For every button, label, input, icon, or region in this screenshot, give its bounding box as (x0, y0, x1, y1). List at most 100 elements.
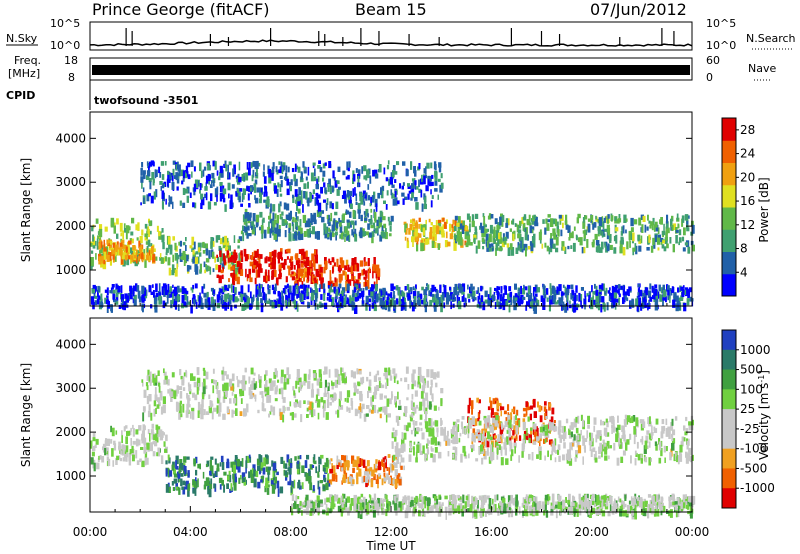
power-cell (283, 289, 287, 295)
power-cell (158, 291, 161, 297)
power-cell (609, 287, 611, 291)
velocity-cell (494, 397, 498, 402)
power-cell (438, 162, 442, 168)
power-cell (483, 216, 486, 225)
power-cell (144, 259, 147, 268)
velocity-cell (146, 457, 149, 465)
power-colorbar-label: Power [dB] (757, 177, 771, 242)
power-cell (570, 284, 574, 290)
power-cell (271, 301, 275, 309)
cpid-value: twofsound -3501 (94, 94, 198, 107)
power-cell (343, 193, 347, 197)
velocity-cell (296, 377, 300, 382)
velocity-cell (297, 460, 300, 469)
velocity-cell (532, 426, 535, 435)
power-cell (294, 189, 298, 197)
power-cell (329, 276, 332, 282)
power-cell (230, 266, 233, 271)
power-cell (240, 294, 244, 303)
velocity-cell (194, 488, 197, 496)
velocity-cell (577, 434, 580, 441)
power-cell (316, 195, 319, 205)
velocity-cell (573, 434, 576, 441)
velocity-cell (156, 404, 160, 409)
velocity-cell (508, 435, 512, 444)
velocity-cell (230, 385, 234, 391)
velocity-cell (648, 441, 651, 448)
velocity-cell (289, 401, 292, 407)
power-cell (267, 269, 270, 278)
velocity-cell (145, 382, 149, 387)
velocity-cell (173, 473, 178, 478)
power-cell (564, 220, 568, 225)
power-cell (583, 298, 586, 304)
power-cell (179, 248, 182, 257)
power-cell (430, 189, 432, 195)
power-cell (189, 192, 192, 198)
velocity-cell (182, 387, 186, 391)
velocity-cell (336, 369, 339, 378)
velocity-cell (603, 443, 606, 449)
power-cell (438, 297, 442, 306)
power-cell (531, 298, 536, 304)
power-cell (573, 296, 576, 305)
power-cell (322, 177, 325, 182)
power-cell (303, 166, 307, 174)
velocity-cell (496, 438, 499, 442)
velocity-cell (356, 472, 359, 480)
power-cell (216, 254, 218, 258)
velocity-cell (505, 417, 509, 425)
power-cell (377, 216, 381, 225)
power-cell (517, 295, 520, 304)
velocity-cell (254, 397, 257, 402)
power-colorbar-tick-label: 20 (740, 170, 755, 184)
power-cell (315, 292, 318, 302)
velocity-cell (395, 415, 399, 423)
velocity-cell (540, 437, 542, 442)
velocity-cell (298, 377, 302, 383)
power-cell (286, 203, 290, 211)
power-cell (440, 294, 443, 302)
power-cell (534, 284, 538, 293)
power-cell (185, 171, 188, 179)
power-cell (329, 261, 332, 265)
power-cell (218, 275, 222, 284)
velocity-cell (290, 462, 293, 469)
velocity-cell (296, 461, 299, 469)
power-cell (244, 226, 248, 233)
velocity-cell (521, 443, 525, 452)
power-cell (121, 252, 125, 260)
power-cell (569, 232, 573, 239)
power-cell (610, 215, 614, 221)
power-cell (164, 256, 167, 262)
velocity-cell (411, 383, 414, 390)
power-cell (575, 285, 578, 293)
velocity-cell (230, 483, 233, 491)
velocity-cell (132, 454, 135, 462)
velocity-cell (639, 419, 643, 424)
power-cell (231, 255, 234, 260)
power-cell (619, 246, 623, 254)
power-cell (501, 247, 503, 251)
velocity-cell (142, 412, 145, 422)
power-cell (256, 249, 259, 257)
power-cell (175, 164, 178, 171)
velocity-cell (531, 452, 534, 461)
power-cell (483, 224, 487, 228)
velocity-cell (421, 385, 425, 394)
velocity-cell (600, 419, 602, 426)
power-cell (664, 237, 668, 244)
power-cell (661, 230, 666, 236)
power-cell (116, 218, 119, 225)
velocity-cell (413, 441, 416, 445)
power-cell (620, 231, 623, 236)
nave-label: Nave (748, 62, 776, 75)
power-colorbar-swatch (722, 140, 736, 163)
power-cell (241, 253, 243, 259)
power-cell (678, 229, 682, 236)
power-cell (199, 183, 202, 191)
power-cell (609, 235, 612, 243)
power-cell (258, 187, 261, 193)
power-cell (222, 253, 225, 261)
velocity-cell (223, 471, 227, 476)
